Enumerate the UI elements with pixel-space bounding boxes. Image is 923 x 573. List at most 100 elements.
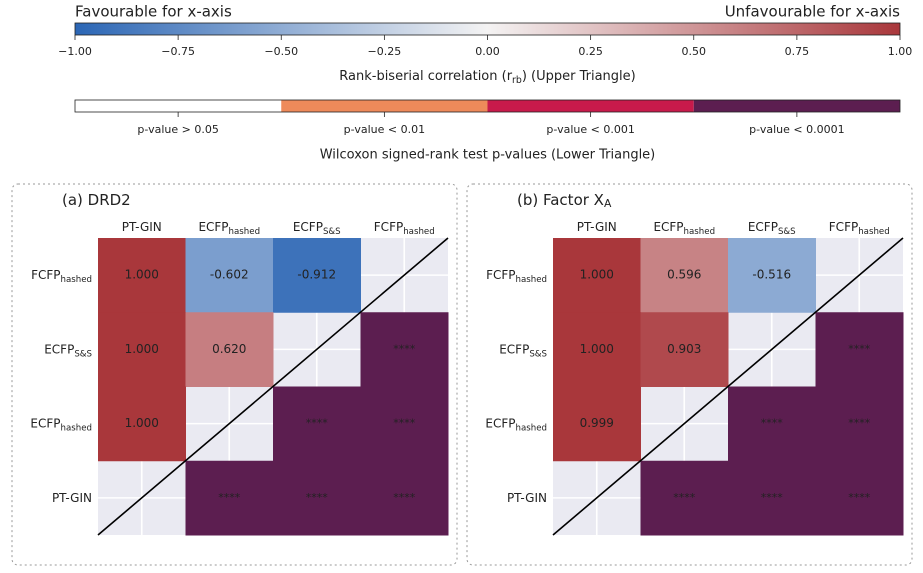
x-tick-label: ECFPhashed [198, 220, 260, 237]
heatmap-cell [640, 312, 729, 387]
significance-cell [640, 460, 729, 536]
cell-label: **** [393, 491, 416, 504]
cell-label: 1.000 [580, 342, 614, 356]
y-tick-label-sub: hashed [516, 423, 548, 433]
cell-label: **** [848, 491, 871, 504]
cell-label: 1.000 [125, 268, 159, 282]
panel-title-text: (a) DRD2 [62, 191, 131, 209]
cell-label: **** [393, 342, 416, 355]
heatmap-cell [98, 238, 186, 313]
significance-cell [360, 312, 449, 387]
cell-label: 0.999 [580, 416, 614, 430]
significance-cell [273, 386, 361, 462]
x-tick-label: FCFPhashed [374, 220, 435, 237]
panel-frame [11, 183, 458, 566]
y-tick-label-text: FCFP [31, 268, 60, 282]
cell-label: **** [848, 342, 871, 355]
cell-label: **** [393, 417, 416, 430]
heatmap-cell [553, 386, 641, 462]
x-tick-label: ECFPS&S [748, 220, 796, 237]
significance-cell [815, 312, 904, 387]
y-tick-label: FCFPhashed [486, 268, 547, 285]
x-tick-label: ECFPhashed [653, 220, 715, 237]
significance-cell [815, 386, 904, 462]
y-tick-label: ECFPS&S [44, 342, 92, 359]
y-tick-label-text: PT-GIN [52, 490, 92, 504]
y-tick-label-sub: S&S [529, 349, 547, 359]
cell-label: 0.620 [212, 342, 246, 356]
y-tick-label: FCFPhashed [31, 268, 92, 285]
x-tick-label-text: PT-GIN [122, 220, 162, 234]
x-tick-label: PT-GIN [577, 220, 617, 234]
x-tick-label-text: ECFP [293, 220, 323, 234]
category-label: p-value > 0.05 [137, 123, 218, 136]
diagonal [97, 237, 449, 536]
tick-label: 1.00 [888, 45, 913, 58]
y-tick-label: PT-GIN [52, 490, 92, 504]
y-tick-label-sub: hashed [516, 275, 548, 285]
x-tick-label: PT-GIN [122, 220, 162, 234]
colorbar-label: Rank-biserial correlation (rrb) (Upper T… [339, 69, 635, 86]
y-tick-label-text: ECFP [485, 416, 515, 430]
cell-label: -0.912 [297, 268, 336, 282]
category-label: p-value < 0.001 [546, 123, 634, 136]
y-tick-label-text: ECFP [30, 416, 60, 430]
significance-cell [815, 460, 904, 536]
cell-label: **** [218, 491, 241, 504]
x-tick-label-sub: hashed [403, 227, 435, 237]
panel-title-sub: A [604, 197, 612, 210]
tick-label: 0.50 [682, 45, 707, 58]
y-tick-label-text: ECFP [499, 342, 529, 356]
cell-label: **** [848, 417, 871, 430]
significance-cell [185, 460, 274, 536]
tick-label: 0.00 [475, 45, 500, 58]
panel-frame [466, 183, 913, 566]
heatmap-cell [185, 312, 274, 387]
category-swatch [693, 100, 900, 112]
heatmap-cell [273, 238, 361, 313]
colorbar-label-text: Rank-biserial correlation (r [339, 69, 512, 84]
category-label: p-value < 0.01 [344, 123, 425, 136]
cell-label: 1.000 [125, 342, 159, 356]
x-tick-label-text: FCFP [374, 220, 403, 234]
y-tick-label-text: FCFP [486, 268, 515, 282]
heatmap-cell [640, 238, 729, 313]
tick-label: −0.50 [264, 45, 298, 58]
cell-label: 0.596 [667, 268, 701, 282]
y-tick-label: ECFPS&S [499, 342, 547, 359]
tick-label: −0.25 [368, 45, 402, 58]
heatmap-cell [98, 312, 186, 387]
cell-label: **** [306, 417, 329, 430]
tick-label: −0.75 [161, 45, 195, 58]
cell-label: 1.000 [125, 416, 159, 430]
cell-label: **** [761, 417, 784, 430]
colorbar-label-after: ) (Upper Triangle) [522, 69, 636, 84]
diagonal [552, 237, 904, 536]
x-tick-label-sub: hashed [684, 227, 716, 237]
panel-title: (a) DRD2 [62, 191, 131, 209]
colorbar-label: Wilcoxon signed-rank test p-values (Lowe… [320, 148, 656, 163]
tick-label: 0.75 [785, 45, 810, 58]
heatmap-cell [98, 386, 186, 462]
heatmap-cell [553, 312, 641, 387]
y-tick-label-sub: hashed [61, 423, 93, 433]
x-tick-label: FCFPhashed [829, 220, 890, 237]
x-tick-label-sub: S&S [323, 227, 341, 237]
x-tick-label-text: FCFP [829, 220, 858, 234]
significance-cell [728, 386, 816, 462]
tick-label: −1.00 [58, 45, 92, 58]
cell-label: -0.602 [210, 268, 249, 282]
colorbar-label-sub: rb [512, 75, 522, 86]
cell-label: **** [306, 491, 329, 504]
y-tick-label-text: PT-GIN [507, 490, 547, 504]
x-tick-label-sub: S&S [778, 227, 796, 237]
heatmap-cell [553, 238, 641, 313]
x-tick-label-sub: hashed [858, 227, 890, 237]
x-tick-label: ECFPS&S [293, 220, 341, 237]
cell-label: 1.000 [580, 268, 614, 282]
y-tick-label-text: ECFP [44, 342, 74, 356]
colorbar-frame [74, 99, 901, 113]
colorbar [74, 22, 901, 36]
x-tick-label-text: ECFP [198, 220, 228, 234]
